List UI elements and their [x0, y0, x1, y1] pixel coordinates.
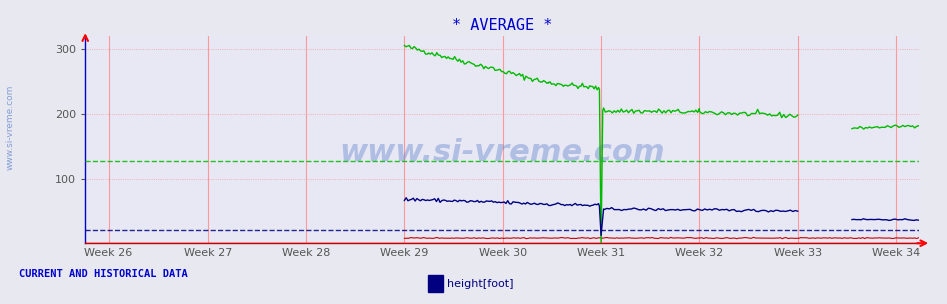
Text: CURRENT AND HISTORICAL DATA: CURRENT AND HISTORICAL DATA [19, 269, 188, 279]
Title: * AVERAGE *: * AVERAGE * [452, 18, 552, 33]
Text: www.si-vreme.com: www.si-vreme.com [339, 138, 665, 167]
Text: www.si-vreme.com: www.si-vreme.com [6, 85, 15, 170]
Text: height[foot]: height[foot] [447, 279, 513, 288]
